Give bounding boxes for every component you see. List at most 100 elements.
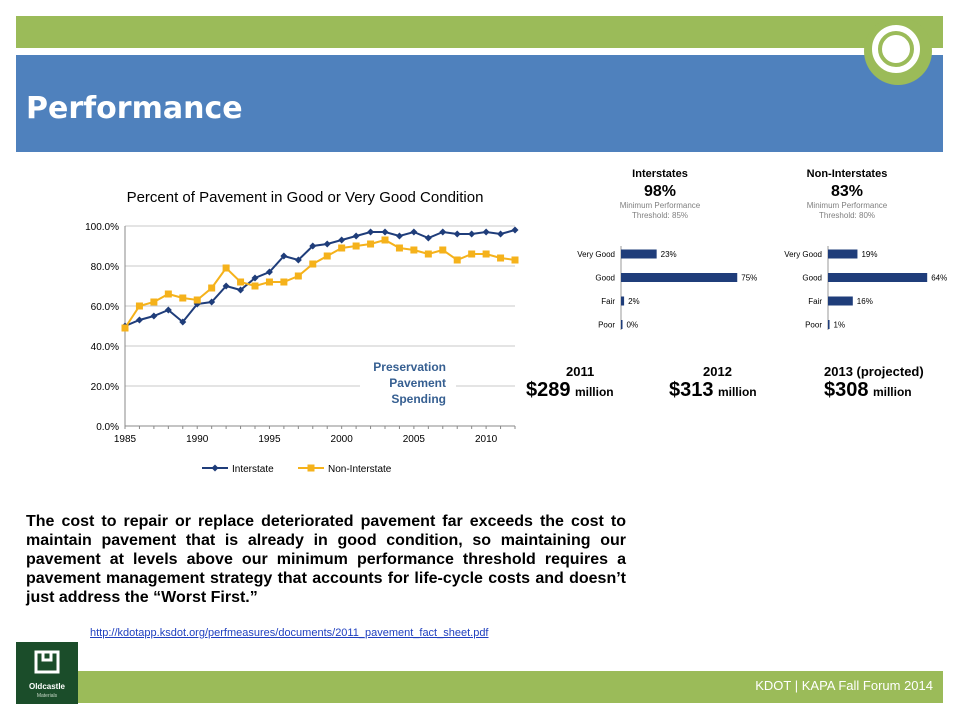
interstate-point: [395, 232, 403, 240]
interstate-point: [424, 234, 432, 242]
bar-data-label: 23%: [661, 250, 677, 259]
interstate-point: [453, 230, 461, 238]
bar-chart-title: Non-Interstates: [807, 168, 888, 180]
bar-category-label: Very Good: [784, 250, 822, 259]
y-tick-label: 60.0%: [91, 302, 119, 313]
condition-bar: [828, 273, 928, 282]
non-interstate-point: [367, 240, 375, 248]
non-interstate-point: [439, 246, 447, 254]
non-interstate-point: [265, 278, 273, 286]
y-tick-label: 80.0%: [91, 262, 119, 273]
condition-bar: [621, 320, 623, 329]
spending-amount: $308: [824, 379, 869, 401]
condition-bar: [621, 273, 738, 282]
non-interstate-point: [309, 260, 317, 268]
spending-year-label: 2011: [566, 364, 595, 379]
footer-text: KDOT | KAPA Fall Forum 2014: [755, 678, 933, 693]
bar-chart-threshold: Threshold: 85%: [632, 211, 688, 220]
pavement-condition-line-chart: Percent of Pavement in Good or Very Good…: [85, 189, 519, 472]
non-interstate-point: [468, 250, 476, 258]
legend-label: Non-Interstate: [328, 464, 392, 472]
interstate-line: [124, 229, 516, 327]
bar-category-label: Good: [802, 274, 822, 283]
spending-2013: 2013 (projected) $308 million: [824, 364, 924, 402]
non-interstate-point: [251, 282, 259, 290]
condition-bar: [828, 249, 858, 259]
spending-amount: $313: [669, 379, 714, 401]
bar-chart-threshold: Threshold: 80%: [819, 211, 875, 220]
non-interstate-point: [410, 246, 418, 254]
non-interstate-point: [395, 244, 403, 252]
interstate-point: [352, 232, 360, 240]
logo-subtext: Materials: [36, 693, 58, 699]
bar-chart-threshold: Minimum Performance: [807, 201, 888, 210]
spending-unit: million: [574, 385, 614, 399]
bar-chart-value: 83%: [831, 183, 863, 200]
non-interstate-point: [193, 296, 201, 304]
condition-bar: [621, 296, 625, 306]
non-interstate-point: [222, 264, 230, 272]
bar-data-label: 19%: [861, 250, 877, 259]
non-interstate-point: [164, 290, 172, 298]
legend-label: Interstate: [232, 464, 274, 472]
spending-2012: 2012 $313 million: [669, 364, 757, 402]
non-interstate-point: [294, 272, 302, 280]
spending-amount: $289: [526, 379, 571, 401]
interstate-point: [367, 228, 375, 236]
source-link[interactable]: http://kdotapp.ksdot.org/perfmeasures/do…: [90, 627, 489, 639]
bar-data-label: 16%: [857, 297, 873, 306]
line-chart-title: Percent of Pavement in Good or Very Good…: [127, 189, 484, 206]
condition-bar: [621, 249, 657, 259]
interstate-point: [251, 274, 259, 282]
interstate-point: [179, 318, 187, 326]
interstate-point: [309, 242, 317, 250]
x-tick-label: 1985: [114, 434, 137, 445]
bar-category-label: Fair: [808, 297, 822, 306]
y-tick-label: 20.0%: [91, 382, 119, 393]
annotation-background: [360, 356, 456, 408]
condition-bar: [828, 296, 853, 306]
bar-category-label: Poor: [805, 321, 822, 330]
spending-year-label: 2013 (projected): [824, 364, 924, 379]
non-interstate-point: [352, 242, 360, 250]
spending-year-label: 2012: [703, 364, 732, 379]
interstate-point: [381, 228, 389, 236]
non-interstate-line: [124, 238, 516, 329]
non-interstate-point: [482, 250, 490, 258]
body-paragraph: The cost to repair or replace deteriorat…: [26, 513, 626, 606]
bar-chart-value: 98%: [644, 183, 676, 200]
legend-marker: [307, 464, 315, 472]
non-interstate-point: [338, 244, 346, 252]
interstate-point: [323, 240, 331, 248]
x-tick-label: 1990: [186, 434, 209, 445]
bar-category-label: Very Good: [577, 250, 615, 259]
non-interstate-point: [424, 250, 432, 258]
non-interstates-bar-chart: Non-Interstates 83%Minimum PerformanceThr…: [784, 168, 947, 330]
non-interstate-point: [323, 252, 331, 260]
interstate-point: [511, 226, 519, 234]
spending-2011: 2011 $289 million: [526, 364, 614, 402]
interstate-point: [338, 236, 346, 244]
bar-data-label: 75%: [741, 274, 757, 283]
logo-text: Oldcastle: [28, 682, 65, 691]
bar-category-label: Poor: [598, 321, 615, 330]
y-tick-label: 100.0%: [85, 222, 119, 233]
non-interstate-point: [135, 302, 143, 310]
non-interstate-point: [280, 278, 288, 286]
interstate-point: [497, 230, 505, 238]
non-interstate-point: [511, 256, 519, 264]
bar-chart-threshold: Minimum Performance: [620, 201, 701, 210]
interstate-point: [265, 268, 273, 276]
non-interstate-point: [453, 256, 461, 264]
interstate-point: [222, 282, 230, 290]
interstate-point: [237, 286, 245, 294]
bar-data-label: 1%: [834, 321, 846, 330]
castle-icon: [34, 650, 60, 674]
slide-title: Performance: [26, 91, 243, 126]
preservation-spending-label: Pavement: [389, 376, 446, 390]
x-tick-label: 2005: [403, 434, 426, 445]
preservation-spending-label: Preservation: [373, 360, 446, 374]
non-interstate-point: [150, 298, 158, 306]
non-interstate-point: [237, 278, 245, 286]
